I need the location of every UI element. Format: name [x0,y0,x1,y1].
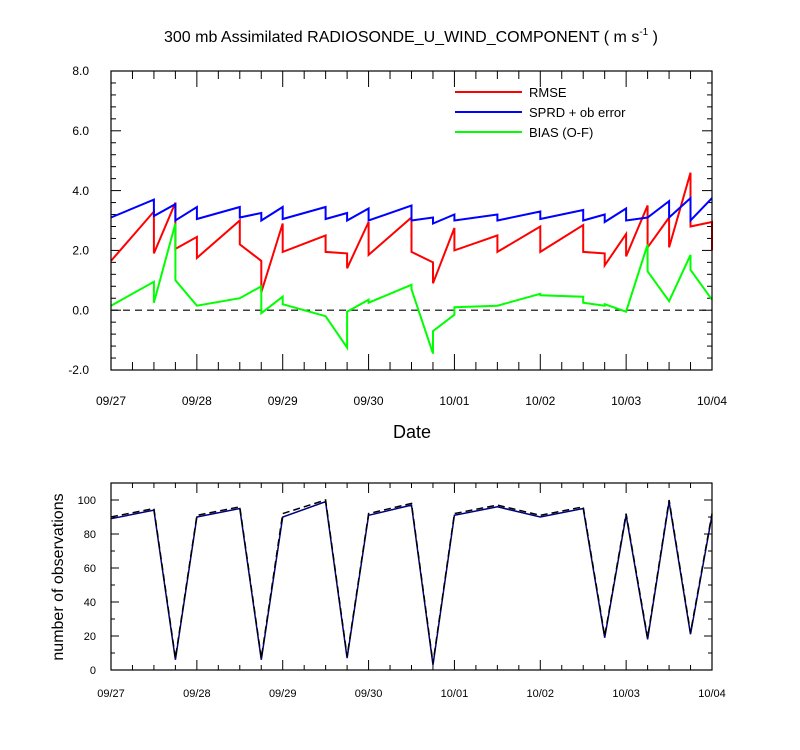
top-plot-frame [110,70,713,371]
chart-title-sup: -1 [639,27,648,38]
x-tick-label: 10/04 [698,688,726,700]
bottom-x-tick-labels: 09/27 09/28 09/29 09/30 10/01 10/02 10/03 10/04 [97,688,726,700]
chart-title-tail: ) [648,29,658,46]
y-tick-label: 40 [84,597,96,609]
x-tick-label: 10/01 [439,394,469,408]
series-line-rmse [110,172,713,293]
bottom-series-group [110,499,713,666]
series-line-bias-o-f [110,223,713,354]
x-tick-label: 10/01 [441,688,469,700]
x-axis-label: Date [393,422,431,442]
y-tick-label: 6.0 [72,124,89,138]
bottom-plot-frame [110,482,713,671]
x-tick-label: 09/27 [97,688,125,700]
x-tick-label: 10/02 [525,394,555,408]
x-tick-label: 10/02 [527,688,555,700]
x-tick-label: 09/29 [269,688,297,700]
legend-label-sprd: SPRD + ob error [529,105,626,120]
y-tick-label: 80 [84,529,96,541]
bottom-panel: 0 20 40 60 80 100 09/27 09/28 09/29 09/30 10/01 10… [50,482,726,700]
x-tick-label: 09/28 [183,688,211,700]
x-tick-label: 10/03 [611,394,641,408]
top-x-tick-labels: 09/27 09/28 09/29 09/30 10/01 10/02 10/03 10/04 [96,394,727,408]
x-tick-label: 09/27 [96,394,126,408]
legend: RMSE SPRD + ob error BIAS (O-F) [455,85,626,140]
y-tick-label: 100 [78,495,96,507]
x-tick-label: 09/30 [354,394,384,408]
series-line-sprd-ob-error [110,195,713,226]
y-tick-label: 0 [90,665,96,677]
legend-label-bias: BIAS (O-F) [529,125,593,140]
y-tick-label: 8.0 [72,64,89,78]
y-tick-label: 0.0 [72,303,89,317]
x-tick-label: 09/30 [355,688,383,700]
x-tick-label: 09/29 [268,394,298,408]
x-tick-label: 10/04 [697,394,727,408]
x-tick-label: 09/28 [182,394,212,408]
top-panel: -2.0 0.0 2.0 4.0 6.0 8.0 09/27 09/28 09/29 09/30… [68,64,727,442]
chart-title-main: 300 mb Assimilated RADIOSONDE_U_WIND_COM… [164,29,639,46]
bottom-axis-ticks [110,483,713,671]
y-tick-label: 60 [84,563,96,575]
top-y-tick-labels: -2.0 0.0 2.0 4.0 6.0 8.0 [68,64,89,377]
y-tick-label: 2.0 [72,244,89,258]
y-tick-label: -2.0 [68,363,89,377]
bottom-y-axis-label: number of observations [50,493,67,660]
bottom-y-tick-labels: 0 20 40 60 80 100 [78,495,96,677]
x-tick-label: 10/03 [612,688,640,700]
legend-label-rmse: RMSE [529,85,567,100]
series-line-observations-possible [110,499,713,664]
chart-title: 300 mb Assimilated RADIOSONDE_U_WIND_COM… [164,27,658,46]
series-line-observations-used [110,500,713,666]
y-tick-label: 20 [84,631,96,643]
y-tick-label: 4.0 [72,184,89,198]
top-series-group [110,172,713,354]
